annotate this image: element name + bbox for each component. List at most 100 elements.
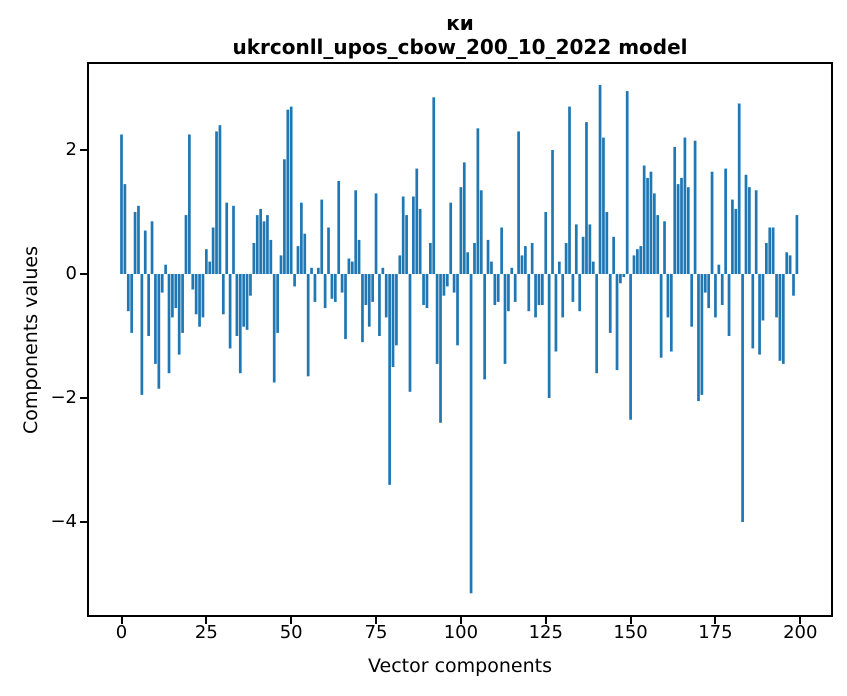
bar xyxy=(622,274,626,278)
bar xyxy=(194,274,198,315)
bar xyxy=(347,258,351,274)
bar xyxy=(537,274,541,305)
bar xyxy=(557,261,561,274)
bar xyxy=(300,202,303,274)
y-tick-label: 0 xyxy=(65,263,77,284)
bar xyxy=(364,274,368,305)
bar xyxy=(313,274,317,302)
y-tick-mark xyxy=(80,149,87,151)
bar xyxy=(286,109,290,274)
bar xyxy=(211,227,215,274)
bar xyxy=(731,199,734,274)
bar xyxy=(374,193,378,274)
bar xyxy=(143,230,147,274)
bar xyxy=(378,274,381,336)
bar xyxy=(517,131,520,274)
bar xyxy=(130,274,134,333)
bar xyxy=(191,274,195,290)
bar xyxy=(279,255,283,274)
bar xyxy=(625,91,629,274)
bar xyxy=(605,212,609,274)
bar xyxy=(439,274,442,423)
bar xyxy=(595,274,599,374)
bar xyxy=(510,267,514,274)
bar xyxy=(252,243,256,274)
chart-title: ки ukrconll_upos_cbow_200_10_2022 model xyxy=(87,11,833,59)
bar xyxy=(293,274,296,287)
x-tick-mark xyxy=(544,617,547,624)
bar xyxy=(350,261,354,274)
bar xyxy=(333,274,337,302)
x-tick-label: 25 xyxy=(194,622,218,643)
bar xyxy=(771,227,775,274)
bar xyxy=(445,274,449,287)
x-tick-mark xyxy=(459,617,462,624)
x-tick-label: 100 xyxy=(443,622,479,643)
bar xyxy=(479,190,483,274)
bar xyxy=(663,221,666,274)
bar xyxy=(639,246,643,274)
bar xyxy=(598,84,602,275)
bar xyxy=(259,208,263,274)
bar xyxy=(673,146,677,274)
bar xyxy=(642,165,646,274)
bar xyxy=(490,261,493,274)
bar xyxy=(714,274,717,318)
bar xyxy=(649,171,653,274)
bar xyxy=(249,274,252,296)
bar xyxy=(167,274,171,374)
x-tick-mark xyxy=(290,617,293,624)
bar xyxy=(238,274,242,374)
bar xyxy=(133,212,137,274)
bar xyxy=(296,246,300,274)
bar xyxy=(269,239,273,274)
bar xyxy=(758,274,761,355)
y-axis-label: Components values xyxy=(20,245,42,435)
x-tick-mark xyxy=(205,617,208,624)
bar xyxy=(425,274,429,309)
bar xyxy=(581,236,585,274)
bar xyxy=(588,224,592,274)
bar xyxy=(612,236,615,274)
bar xyxy=(147,274,150,336)
bar xyxy=(483,274,487,380)
bar xyxy=(591,261,595,274)
bar xyxy=(415,168,419,274)
bar xyxy=(418,208,422,274)
bar xyxy=(429,243,432,274)
bar xyxy=(496,274,500,302)
bar xyxy=(225,202,229,274)
bar xyxy=(530,243,534,274)
bar xyxy=(221,274,225,315)
bar xyxy=(388,274,391,485)
bar xyxy=(717,264,721,274)
bar xyxy=(435,274,439,364)
bar xyxy=(795,215,799,274)
bar xyxy=(235,274,239,336)
bar xyxy=(422,274,425,305)
x-tick-label: 150 xyxy=(613,622,648,643)
bar xyxy=(646,177,649,274)
bar xyxy=(310,267,313,274)
bar xyxy=(608,274,612,333)
y-tick-label: 2 xyxy=(65,139,77,160)
plot-area xyxy=(87,62,833,617)
bar xyxy=(676,184,680,274)
x-tick-mark xyxy=(375,617,378,624)
bar xyxy=(449,202,453,274)
bar xyxy=(578,274,582,312)
bar xyxy=(306,274,310,377)
bar xyxy=(761,274,765,321)
bar xyxy=(486,239,490,274)
bar xyxy=(174,274,178,309)
bar xyxy=(395,274,398,346)
bar xyxy=(371,274,375,302)
x-tick-label: 200 xyxy=(783,622,818,643)
bar xyxy=(493,274,497,305)
bar xyxy=(527,274,531,312)
y-tick-mark xyxy=(80,521,87,523)
bar xyxy=(720,274,724,305)
bar xyxy=(544,212,548,274)
bar xyxy=(547,274,551,398)
y-tick-mark xyxy=(80,397,87,399)
